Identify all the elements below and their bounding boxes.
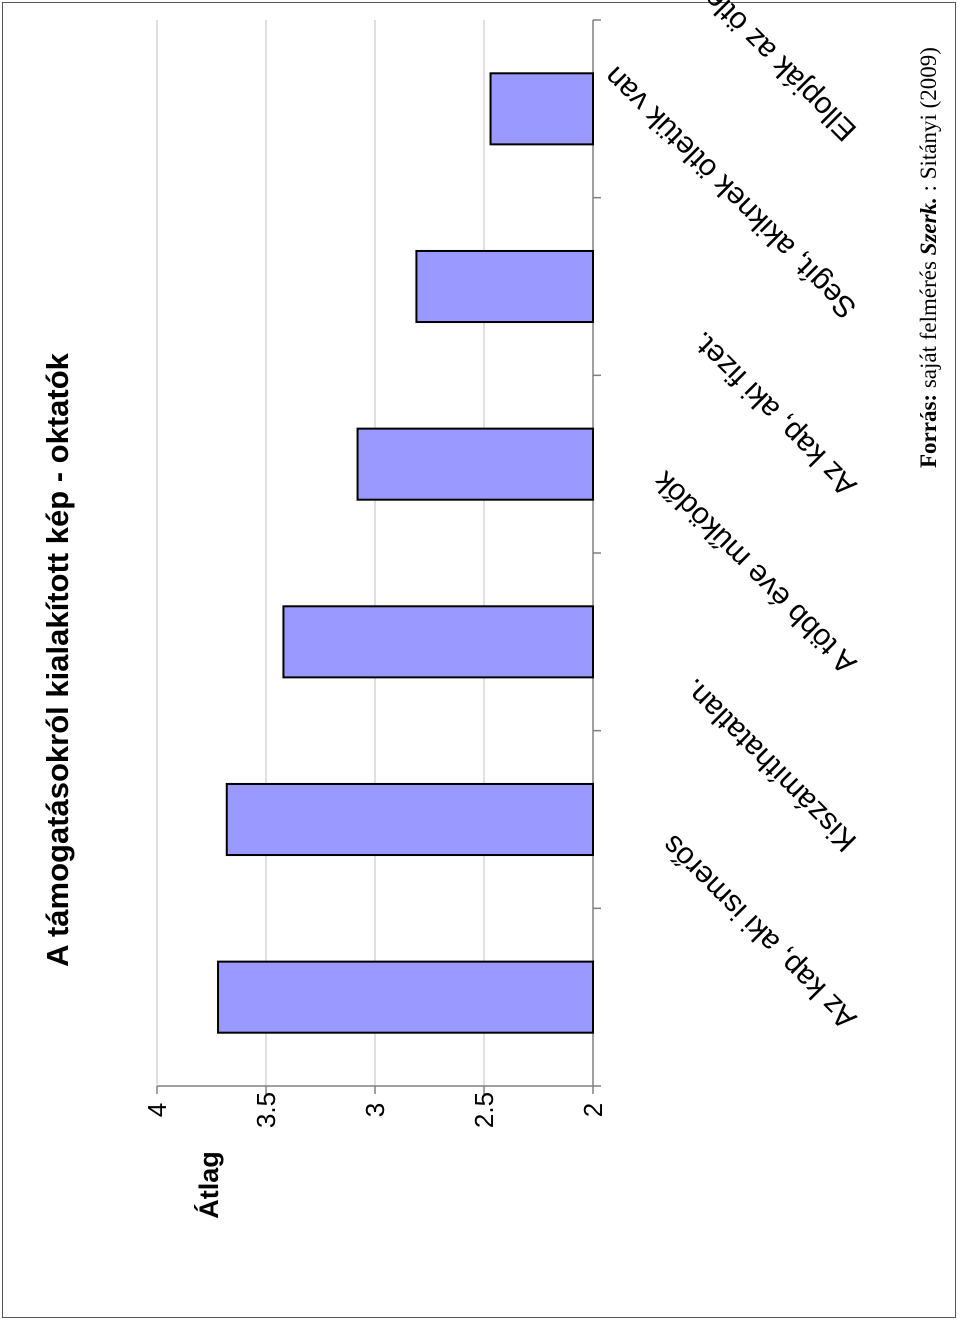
category-label: Kiszámíthatatlan. — [677, 672, 863, 858]
source-text: saját felmérés — [916, 255, 941, 394]
bar — [415, 249, 595, 324]
bar — [356, 427, 594, 501]
y-axis-label: Átlag — [193, 1151, 224, 1219]
source-editor: Szerk. — [916, 197, 941, 255]
bar — [217, 960, 594, 1034]
bar — [225, 782, 594, 857]
chart-title: A támogatásokról kialakított kép - oktat… — [40, 352, 75, 967]
y-tick-label: 3.5 — [251, 1092, 281, 1128]
y-tick-label: 3 — [360, 1103, 390, 1117]
bar — [282, 605, 594, 679]
y-tick-label: 2 — [578, 1103, 608, 1117]
category-label: Az kap, aki ismerős — [656, 828, 863, 1035]
source-note: Forrás: saját felmérés Szerk. : Sitányi … — [916, 47, 941, 468]
category-label: Az kap, aki fizet. — [685, 325, 863, 503]
category-label: A több éve működők — [647, 464, 863, 680]
y-tick-label: 4 — [142, 1103, 172, 1117]
bar — [489, 72, 595, 146]
plot-area-group: 2 2.5 3 3.5 4 Az kap, aki ismerősKiszámíthata… — [142, 0, 863, 1128]
source-author: : Sitányi (2009) — [916, 47, 941, 197]
y-tick-label: 2.5 — [469, 1092, 499, 1128]
source-label: Forrás: — [916, 394, 941, 468]
